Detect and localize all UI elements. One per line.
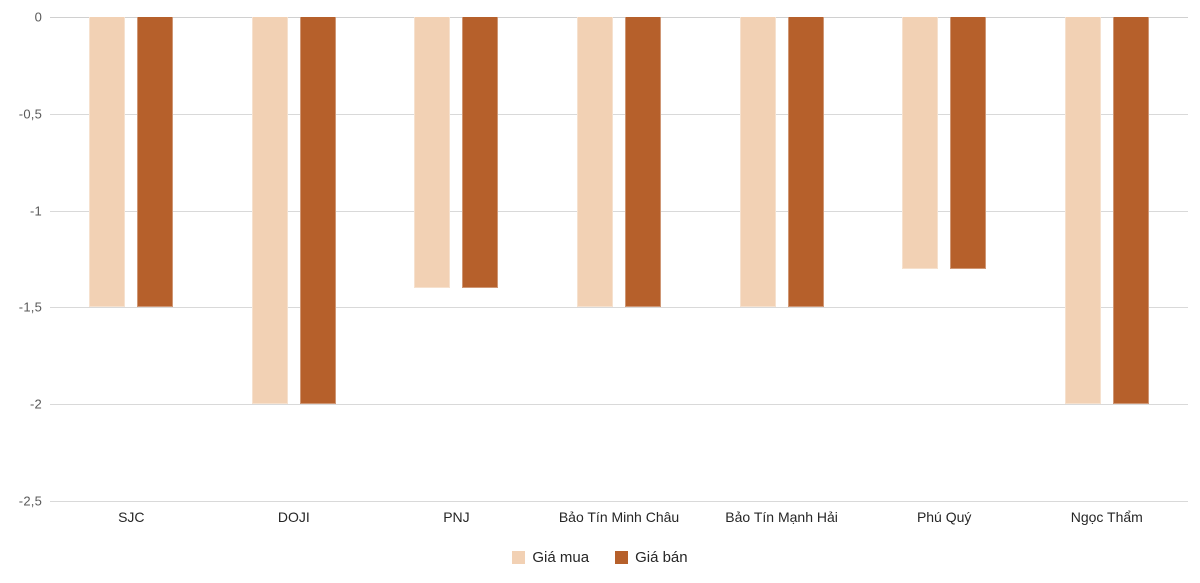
bar-gia-mua-ngoc-tham bbox=[1064, 17, 1101, 405]
bar-gia-ban-sjc bbox=[137, 17, 174, 308]
bar-gia-ban-pnj bbox=[462, 17, 499, 289]
bar-gia-mua-sjc bbox=[89, 17, 126, 308]
gridline bbox=[50, 404, 1188, 406]
bar-gia-ban-doji bbox=[299, 17, 336, 405]
y-tick-label: -0,5 bbox=[18, 106, 42, 122]
bar-gia-ban-ngoc-tham bbox=[1112, 17, 1149, 405]
bar-gia-ban-bao-tin-manh-hai bbox=[787, 17, 824, 308]
x-tick-label-bao-tin-minh-chau: Bảo Tín Minh Châu bbox=[558, 509, 680, 525]
bar-group-phu-quy bbox=[863, 17, 1026, 501]
y-tick-label: -1 bbox=[30, 203, 42, 219]
gridline bbox=[50, 113, 1188, 115]
bar-gia-mua-pnj bbox=[414, 17, 451, 289]
y-tick-label: -2,5 bbox=[18, 493, 42, 509]
bar-group-pnj bbox=[375, 17, 538, 501]
legend: Giá mua Giá bán bbox=[0, 549, 1200, 566]
legend-marker-gia-mua bbox=[512, 551, 526, 564]
bar-gia-mua-doji bbox=[251, 17, 288, 405]
gridline bbox=[50, 307, 1188, 309]
x-tick-label-pnj: PNJ bbox=[443, 509, 470, 525]
bar-group-bao-tin-manh-hai bbox=[700, 17, 863, 501]
bar-gia-ban-bao-tin-minh-chau bbox=[625, 17, 662, 308]
x-tick-label-ngoc-tham: Ngọc Thẩm bbox=[1070, 509, 1143, 525]
plot-area bbox=[50, 17, 1188, 502]
bar-group-bao-tin-minh-chau bbox=[538, 17, 701, 501]
legend-item-gia-ban: Giá bán bbox=[615, 549, 688, 566]
y-tick-label: -1,5 bbox=[18, 299, 42, 315]
bar-gia-ban-phu-quy bbox=[950, 17, 987, 269]
zero-axis-line bbox=[50, 17, 1188, 18]
gridline bbox=[50, 501, 1188, 502]
y-tick-label: -2 bbox=[30, 396, 42, 412]
legend-label: Giá bán bbox=[635, 549, 688, 566]
x-tick-label-doji: DOJI bbox=[277, 509, 310, 525]
y-axis: 0 -0,5 -1 -1,5 -2 -2,5 bbox=[0, 10, 42, 509]
bar-gia-mua-bao-tin-manh-hai bbox=[739, 17, 776, 308]
x-axis: SJC DOJI PNJ Bảo Tín Minh Châu Bảo Tín Mạnh … bbox=[50, 509, 1188, 525]
y-tick-label: 0 bbox=[34, 9, 42, 25]
legend-item-gia-mua: Giá mua bbox=[512, 549, 589, 566]
legend-label: Giá mua bbox=[532, 549, 590, 566]
x-tick-label-sjc: SJC bbox=[118, 509, 145, 525]
x-tick-label-bao-tin-manh-hai: Bảo Tín Mạnh Hải bbox=[725, 509, 838, 525]
bar-groups bbox=[50, 17, 1188, 501]
bar-gia-mua-bao-tin-minh-chau bbox=[577, 17, 614, 308]
bar-group-sjc bbox=[50, 17, 213, 501]
x-tick-label-phu-quy: Phú Quý bbox=[916, 509, 972, 525]
legend-marker-gia-ban bbox=[615, 551, 629, 564]
gridline bbox=[50, 210, 1188, 212]
bar-group-doji bbox=[213, 17, 376, 501]
bar-group-ngoc-tham bbox=[1025, 17, 1188, 501]
bar-gia-mua-phu-quy bbox=[902, 17, 939, 269]
